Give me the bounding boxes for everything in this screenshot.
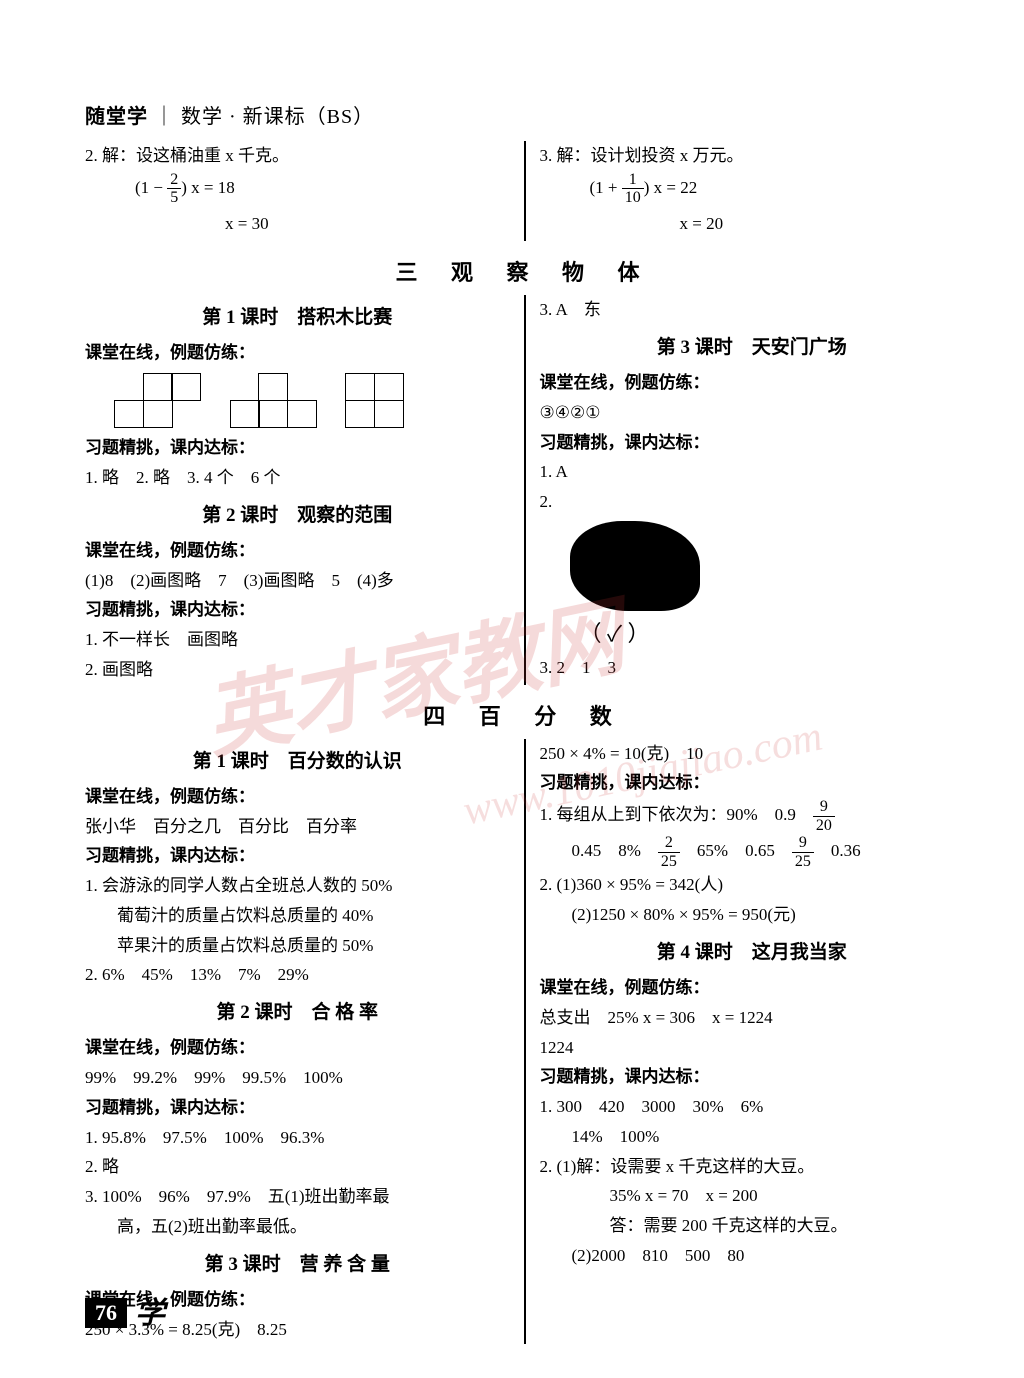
eq1: (1 + 110) x = 22 — [540, 171, 965, 207]
ex: 习题精挑，课内达标： — [85, 841, 510, 871]
a2: 2. 略 — [85, 1152, 510, 1182]
a1c: 苹果汁的质量占饮料总质量的 50% — [85, 931, 510, 961]
r4a2c: 答：需要 200 千克这样的大豆。 — [540, 1211, 965, 1241]
line1: 张小华 百分之几 百分比 百分率 — [85, 812, 510, 842]
a2: 2. 画图略 — [85, 655, 510, 685]
top-equations: 2. 解：设这桶油重 x 千克。 (1 − 25) x = 18 x = 30 … — [85, 141, 964, 241]
lesson-title: 第 2 课时 合 格 率 — [85, 996, 510, 1029]
a2: 2. 6% 45% 13% 7% 29% — [85, 960, 510, 990]
r4a1a: 1. 300 420 3000 30% 6% — [540, 1092, 965, 1122]
a1a: 1. 会游泳的同学人数占全班总人数的 50% — [85, 871, 510, 901]
ornament-icon: 三 — [395, 260, 431, 285]
frac: 25 — [167, 171, 181, 207]
frac: 225 — [658, 834, 680, 870]
ex: 习题精挑，课内达标： — [85, 433, 510, 463]
r4a2d: (2)2000 810 500 80 — [540, 1241, 965, 1271]
section-4-body: 第 1 课时 百分数的认识 课堂在线，例题仿练： 张小华 百分之几 百分比 百分… — [85, 739, 964, 1345]
section-3-body: 第 1 课时 搭积木比赛 课堂在线，例题仿练： 习题精挑，课内达标： 1. 略 … — [85, 295, 964, 685]
lesson-title: 第 3 课时 营 养 含 量 — [85, 1248, 510, 1281]
lesson-title: 第 2 课时 观察的范围 — [85, 499, 510, 532]
a3a: 3. 100% 96% 97.9% 五(1)班出勤率最 — [85, 1182, 510, 1212]
a1: 1. 不一样长 画图略 — [85, 625, 510, 655]
page-header: 随堂学 ｜ 数学 · 新课标（BS） — [85, 100, 964, 129]
q3-text: 3. 解：设计划投资 x 万元。 — [540, 141, 965, 171]
ex: 习题精挑，课内达标： — [540, 768, 965, 798]
line1: (1)8 (2)画图略 7 (3)画图略 5 (4)多 — [85, 566, 510, 596]
ex: 习题精挑，课内达标： — [85, 1093, 510, 1123]
shape3 — [346, 374, 403, 427]
s4-right: 250 × 4% = 10(克) 10 习题精挑，课内达标： 1. 每组从上到下… — [526, 739, 965, 1345]
ex: 习题精挑，课内达标： — [540, 428, 965, 458]
brand: 随堂学 — [85, 106, 148, 128]
seq: ③④②① — [540, 398, 965, 428]
frac: 110 — [622, 171, 644, 207]
r4a2a: 2. (1)解：设需要 x 千克这样的大豆。 — [540, 1152, 965, 1182]
a2: 2. — [540, 487, 965, 517]
cls: 课堂在线，例题仿练： — [85, 338, 510, 368]
eq2: x = 30 — [85, 209, 510, 239]
a2b: (2)1250 × 80% × 95% = 950(元) — [540, 900, 965, 930]
s3-right: 3. A 东 第 3 课时 天安门广场 课堂在线，例题仿练： ③④②① 习题精挑… — [526, 295, 965, 685]
a2a: 2. (1)360 × 95% = 342(人) — [540, 870, 965, 900]
frac: 925 — [792, 834, 814, 870]
page-number: 76 — [85, 1298, 127, 1328]
frac: 920 — [813, 798, 835, 834]
ex: 习题精挑，课内达标： — [85, 595, 510, 625]
a1b: 0.45 8% 225 65% 0.65 925 0.36 — [540, 834, 965, 870]
image-blob — [570, 521, 700, 611]
lesson-title: 第 1 课时 百分数的认识 — [85, 745, 510, 778]
cls: 课堂在线，例题仿练： — [540, 368, 965, 398]
lesson-title: 第 4 课时 这月我当家 — [540, 936, 965, 969]
s4-left: 第 1 课时 百分数的认识 课堂在线，例题仿练： 张小华 百分之几 百分比 百分… — [85, 739, 524, 1345]
ex: 习题精挑，课内达标： — [540, 1062, 965, 1092]
q2-text: 2. 解：设这桶油重 x 千克。 — [85, 141, 510, 171]
ornament-icon: 四 — [423, 704, 459, 729]
line4b: 1224 — [540, 1033, 965, 1063]
top-left: 2. 解：设这桶油重 x 千克。 (1 − 25) x = 18 x = 30 — [85, 141, 524, 241]
shapes — [115, 374, 510, 427]
s3-left: 第 1 课时 搭积木比赛 课堂在线，例题仿练： 习题精挑，课内达标： 1. 略 … — [85, 295, 524, 685]
line0: 250 × 4% = 10(克) 10 — [540, 739, 965, 769]
a3: 3. A 东 — [540, 295, 965, 325]
section-3-title: 三 观 察 物 体 — [85, 255, 964, 287]
a1b: 葡萄汁的质量占饮料总质量的 40% — [85, 901, 510, 931]
cls: 课堂在线，例题仿练： — [85, 536, 510, 566]
subject: 数学 · 新课标（BS） — [181, 106, 374, 128]
line1: 99% 99.2% 99% 99.5% 100% — [85, 1063, 510, 1093]
eq2: x = 20 — [540, 209, 965, 239]
a1a: 1. 每组从上到下依次为：90% 0.9 920 — [540, 798, 965, 834]
separator: ｜ — [154, 106, 175, 128]
shape1 — [115, 374, 201, 427]
a1: 1. A — [540, 457, 965, 487]
lesson-title: 第 1 课时 搭积木比赛 — [85, 301, 510, 334]
r4a1b: 14% 100% — [540, 1122, 965, 1152]
line4a: 总支出 25% x = 306 x = 1224 — [540, 1003, 965, 1033]
lesson-title: 第 3 课时 天安门广场 — [540, 331, 965, 364]
a1: 1. 略 2. 略 3. 4 个 6 个 — [85, 463, 510, 493]
cls: 课堂在线，例题仿练： — [85, 782, 510, 812]
checkmark: （ ✓ ） — [580, 615, 650, 654]
shape2 — [231, 374, 317, 427]
cls: 课堂在线，例题仿练： — [85, 1033, 510, 1063]
section-4-title: 四 百 分 数 — [85, 699, 964, 731]
a3b: 高，五(2)班出勤率最低。 — [85, 1212, 510, 1242]
cls: 课堂在线，例题仿练： — [540, 973, 965, 1003]
a1: 1. 95.8% 97.5% 100% 96.3% — [85, 1123, 510, 1153]
page-suffix: 学 — [135, 1288, 165, 1332]
eq1: (1 − 25) x = 18 — [85, 171, 510, 207]
a3b: 3. 2 1 3 — [540, 653, 965, 683]
r4a2b: 35% x = 70 x = 200 — [540, 1181, 965, 1211]
top-right: 3. 解：设计划投资 x 万元。 (1 + 110) x = 22 x = 20 — [526, 141, 965, 241]
